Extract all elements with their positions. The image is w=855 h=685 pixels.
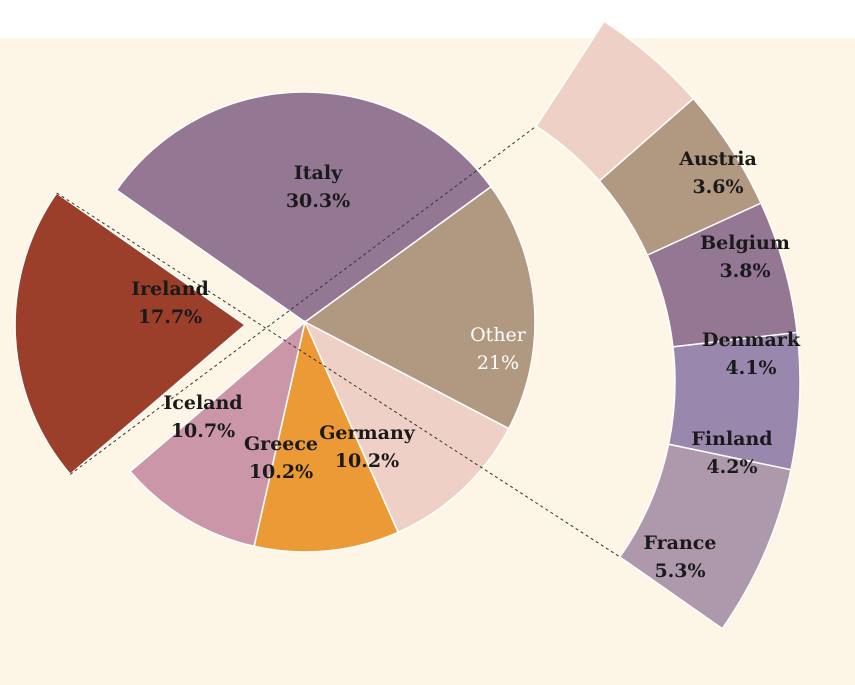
breakdown-segment-belgium-value-label: 3.8% — [719, 260, 770, 282]
pie-slice-ireland-label: Ireland — [131, 278, 209, 300]
connector-line-bottom — [56, 192, 621, 558]
connector-lines — [56, 125, 621, 558]
pie-slice-germany-value-label: 10.2% — [335, 450, 399, 472]
pie-slice-italy-value-label: 30.3% — [286, 190, 350, 212]
pie-slice-other — [14, 191, 247, 476]
pie-slice-greece-value-label: 10.2% — [249, 461, 313, 483]
pie-slice-italy — [115, 91, 493, 323]
breakdown-segment-finland-value-label: 4.2% — [706, 456, 757, 478]
pie-slice-greece — [253, 319, 400, 553]
pie-slice-greece-label: Greece — [244, 433, 318, 455]
breakdown-segment-austria-label: Austria — [678, 148, 757, 170]
breakdown-segment-austria-value-label: 3.6% — [692, 176, 743, 198]
breakdown-segment-denmark-label: Denmark — [702, 329, 801, 351]
pie-slice-other-label: Other — [470, 324, 527, 346]
pie-chart — [14, 91, 536, 553]
pie-slice-iceland-label: Iceland — [163, 392, 242, 414]
pie-slice-germany — [129, 319, 307, 548]
pie-slice-iceland-value-label: 10.7% — [171, 420, 235, 442]
connector-line-top — [69, 125, 537, 475]
breakdown-segment-france-label: France — [644, 532, 717, 554]
breakdown-segment-denmark-value-label: 4.1% — [725, 357, 776, 379]
labels: Italy 30.3% Ireland 17.7% Iceland 10.7% Greece… — [131, 148, 801, 582]
pie-slice-germany-label: Germany — [319, 422, 416, 444]
pie-slice-italy-label: Italy — [294, 162, 343, 184]
pie-slice-other-value-label: 21% — [477, 352, 519, 374]
pie-slice-ireland — [303, 185, 536, 430]
breakdown-segment-france-value-label: 5.3% — [654, 560, 705, 582]
breakdown-segment-belgium-label: Belgium — [700, 232, 790, 254]
breakdown-ring — [535, 20, 801, 630]
pie-slice-iceland — [303, 320, 510, 534]
breakdown-segment-finland-label: Finland — [691, 428, 772, 450]
breakdown-segment-france — [618, 443, 792, 630]
pie-slice-ireland-value-label: 17.7% — [138, 306, 202, 328]
